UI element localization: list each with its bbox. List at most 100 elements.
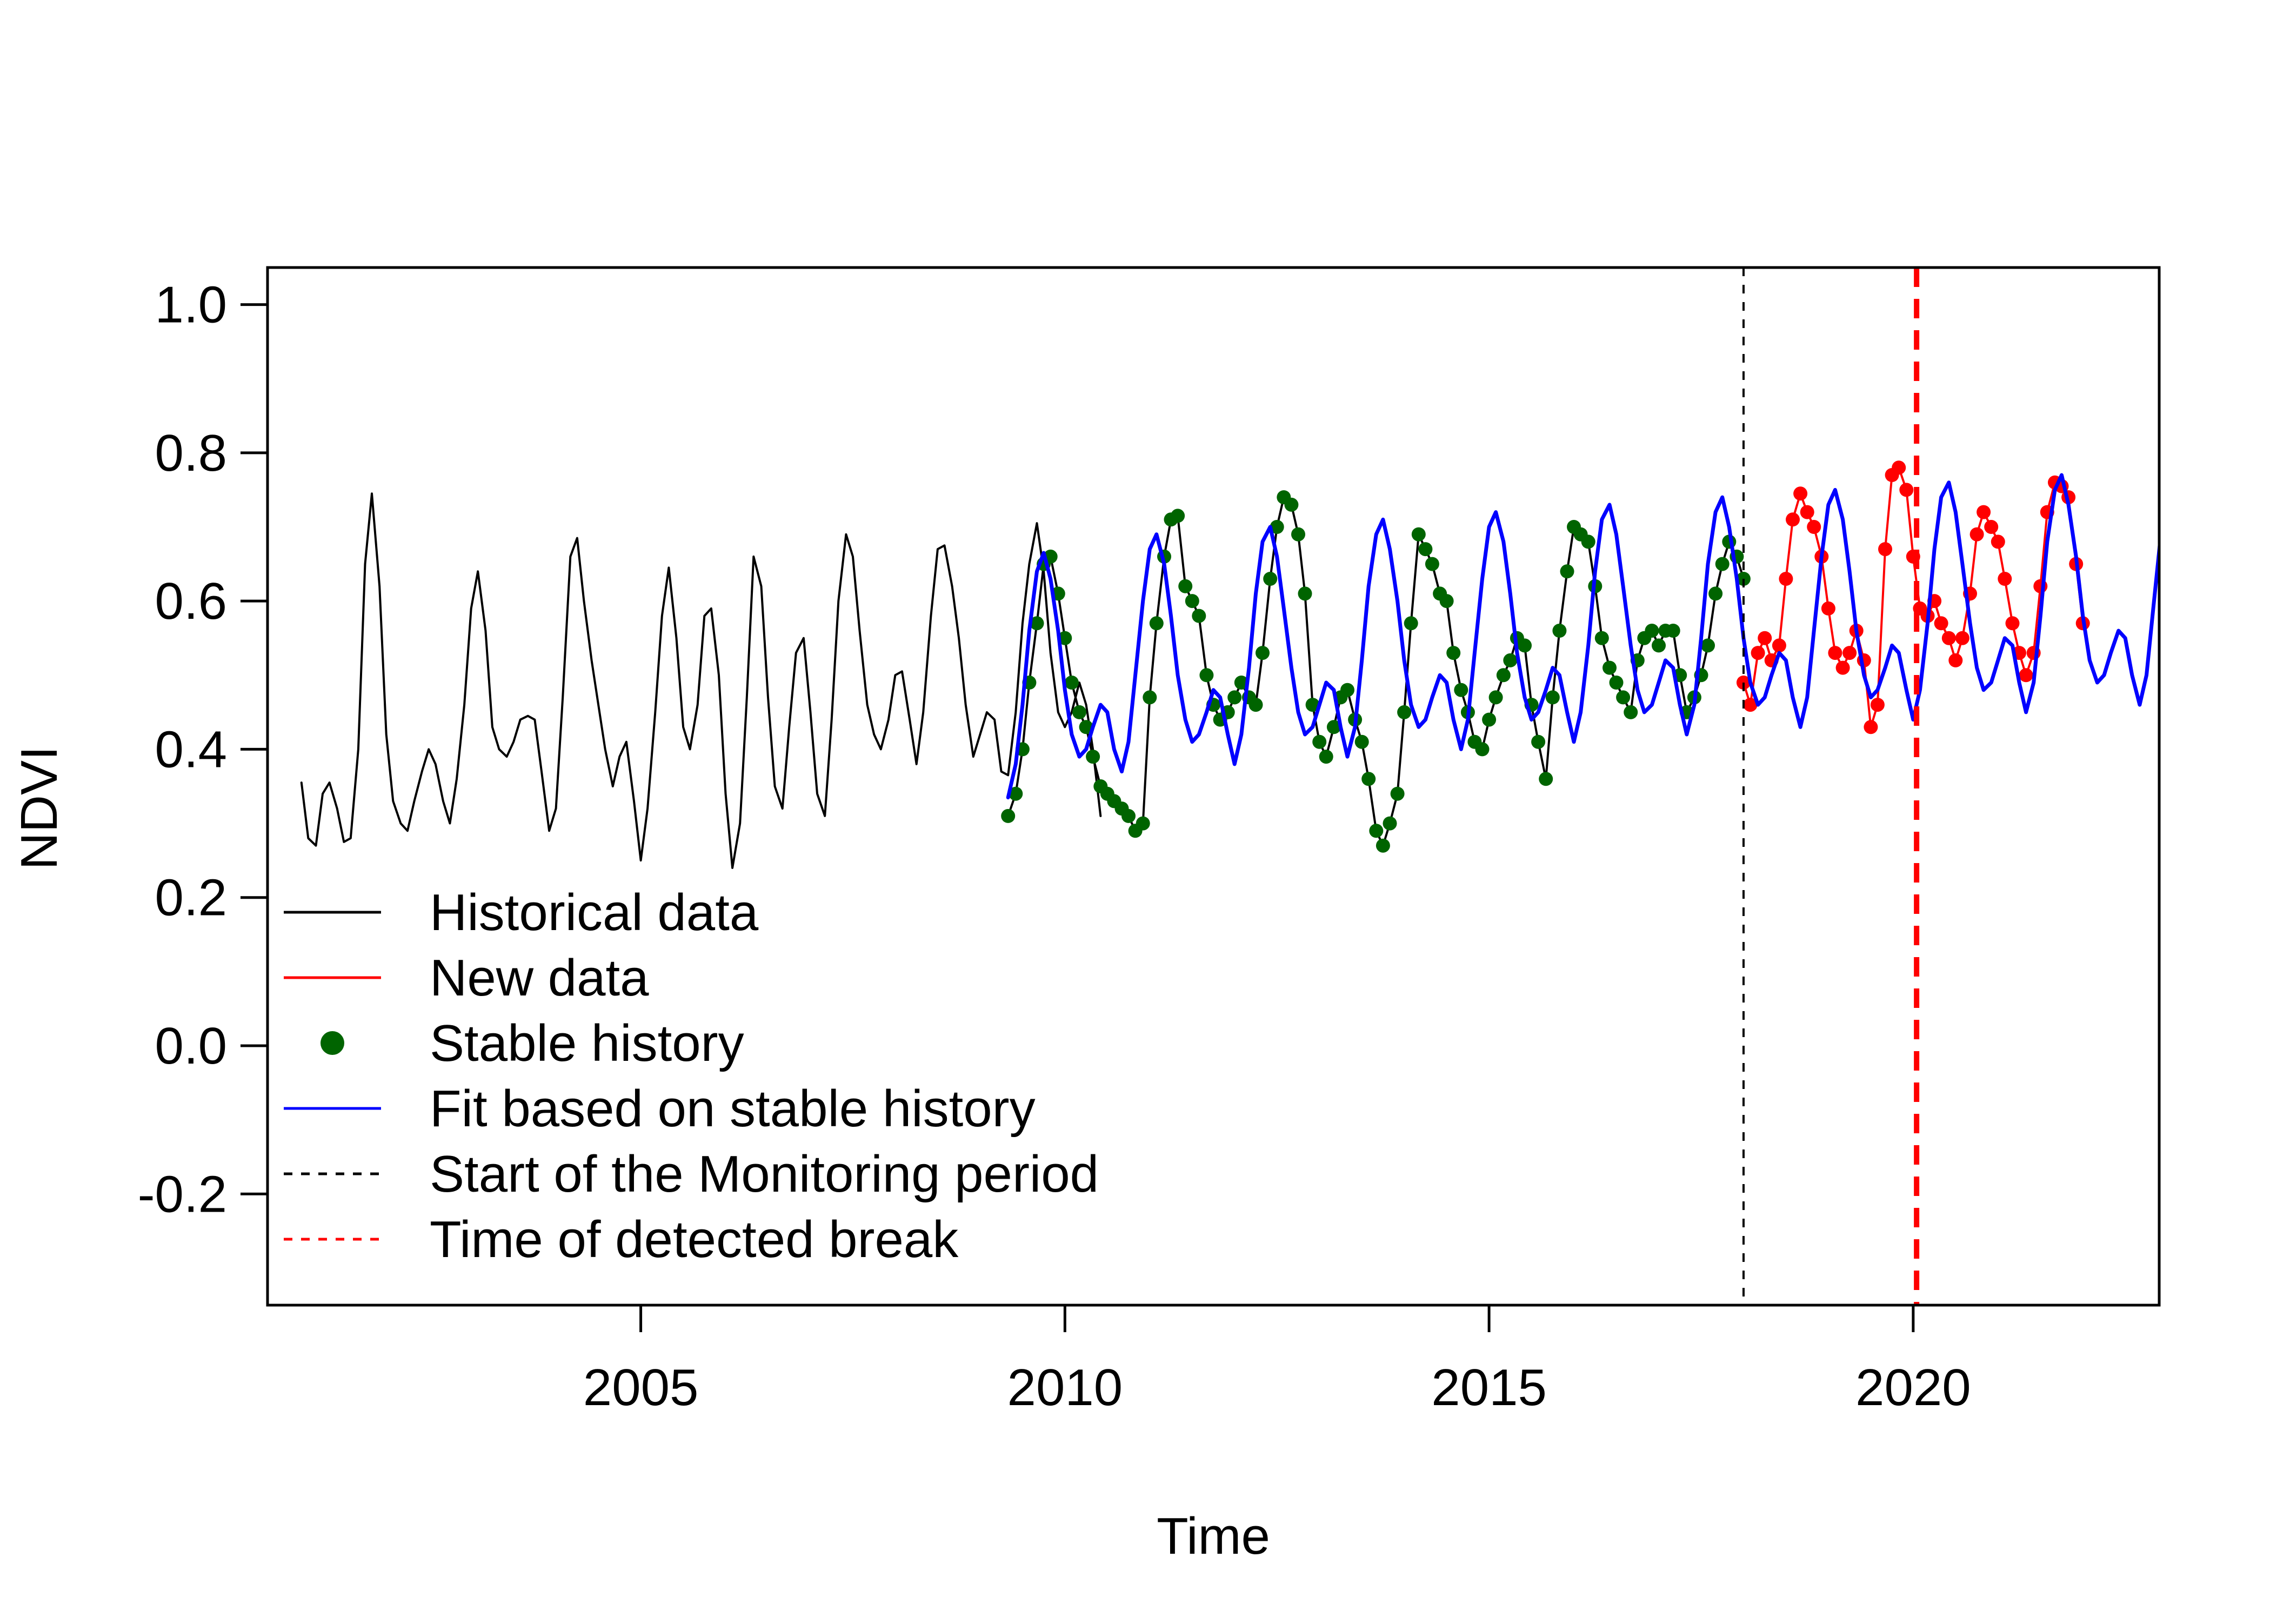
stable-point-50 [1354,734,1369,749]
stable-point-48 [1340,683,1354,697]
legend-label-break: Time of detected break [430,1211,959,1268]
x-tick-label-2: 2015 [1431,1359,1547,1416]
series-fit-line [1006,473,2159,800]
stable-point-38 [1270,520,1284,534]
new-point-8 [1793,486,1808,501]
stable-point-19 [1136,816,1150,831]
new-point-2 [1751,646,1765,660]
stable-point-9 [1064,676,1079,690]
stable-point-17 [1121,808,1136,823]
stable-point-59 [1418,542,1433,557]
new-point-13 [1828,646,1842,660]
new-point-30 [1948,653,1963,667]
stable-point-58 [1411,527,1426,542]
new-point-5 [1772,638,1786,653]
stable-point-68 [1482,712,1497,727]
stable-point-100 [1708,586,1723,601]
new-point-20 [1878,542,1892,557]
stable-point-57 [1404,616,1418,631]
new-point-9 [1800,505,1814,519]
legend-label-monitor: Start of the Monitoring period [430,1145,1099,1203]
legend-label-stable: Stable history [430,1014,744,1072]
stable-point-86 [1609,676,1624,690]
stable-point-92 [1652,638,1666,653]
stable-point-71 [1503,653,1518,667]
y-tick-label-5: 0.8 [155,424,227,482]
stable-point-10 [1072,705,1086,719]
y-tick-label-2: 0.2 [155,869,227,927]
stable-point-82 [1581,534,1595,549]
new-point-40 [2019,668,2033,683]
stable-point-32 [1227,690,1242,705]
stable-point-76 [1539,772,1553,786]
x-tick-label-0: 2005 [583,1359,699,1416]
stable-point-101 [1715,557,1730,571]
stable-point-73 [1518,638,1532,653]
y-tick-label-4: 0.6 [155,572,227,630]
stable-point-0 [1001,808,1016,823]
new-point-18 [1864,720,1878,734]
stable-point-24 [1171,509,1185,523]
new-point-12 [1821,601,1835,616]
stable-point-33 [1234,676,1248,690]
stable-point-52 [1369,824,1384,838]
new-point-31 [1955,631,1969,645]
y-tick-label-1: 0.0 [155,1017,227,1075]
new-point-10 [1807,520,1821,534]
stable-point-21 [1149,616,1164,631]
stable-point-88 [1624,705,1638,719]
stable-point-35 [1248,698,1263,712]
stable-point-46 [1326,720,1341,734]
legend-label-new: New data [430,949,649,1007]
stable-point-67 [1475,742,1490,757]
stable-point-99 [1701,638,1715,653]
stable-point-54 [1383,816,1397,831]
new-point-19 [1870,698,1885,712]
stable-point-85 [1603,660,1617,675]
stable-point-28 [1199,668,1214,683]
stable-point-36 [1256,646,1270,660]
stable-point-87 [1616,690,1631,705]
stable-point-26 [1185,594,1199,609]
new-point-33 [1969,527,1984,542]
stable-point-4 [1030,616,1044,631]
new-point-38 [2005,616,2020,631]
series-historical-line [300,492,1102,869]
stable-point-1 [1009,786,1023,801]
new-point-7 [1786,512,1800,527]
stable-point-69 [1488,690,1503,705]
new-point-1 [1743,698,1758,712]
stable-point-11 [1079,720,1093,734]
new-point-14 [1835,660,1850,675]
new-point-37 [1998,572,2012,586]
stable-point-91 [1645,624,1659,638]
stable-point-41 [1291,527,1305,542]
stable-point-37 [1263,572,1278,586]
stable-point-40 [1284,497,1299,512]
x-tick-label-1: 2010 [1007,1359,1123,1416]
x-axis-label: Time [1157,1507,1270,1565]
stable-point-94 [1666,624,1680,638]
stable-point-51 [1361,772,1376,786]
new-point-15 [1842,646,1857,660]
stable-point-27 [1192,609,1206,623]
stable-point-53 [1376,838,1390,853]
plot-frame [266,266,2161,1307]
new-point-23 [1899,483,1914,497]
stable-point-84 [1594,631,1609,645]
legend-swatch-stable [321,1031,344,1055]
stable-point-45 [1319,750,1333,764]
stable-point-20 [1143,690,1157,705]
stable-point-63 [1446,646,1461,660]
stable-point-70 [1496,668,1511,683]
new-point-28 [1934,616,1948,631]
y-axis-label: NDVI [10,746,68,870]
stable-point-77 [1545,690,1560,705]
stable-point-75 [1531,734,1546,749]
stable-point-55 [1390,786,1405,801]
stable-point-25 [1178,579,1193,593]
new-point-35 [1984,520,1999,534]
new-point-6 [1779,572,1793,586]
